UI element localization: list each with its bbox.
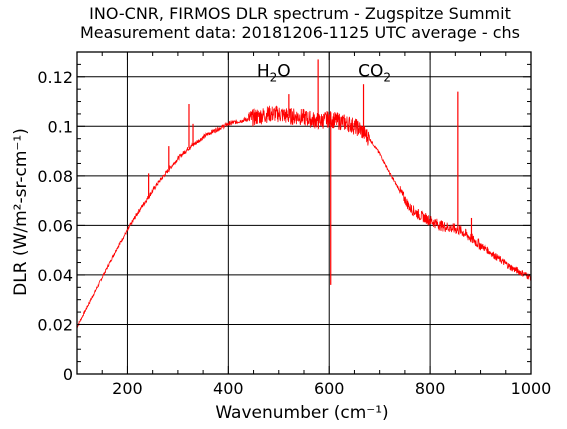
grid (77, 52, 531, 374)
x-tick-label: 800 (415, 379, 446, 398)
plot-border (76, 51, 532, 375)
y-tick-label: 0.04 (37, 266, 73, 285)
x-tick-label: 400 (213, 379, 244, 398)
y-tick-label: 0.1 (48, 117, 73, 136)
x-tick-label: 1000 (511, 379, 552, 398)
y-axis-label: DLR (W/m²-sr-cm⁻¹) (11, 128, 31, 296)
molecule-label: H2O (257, 62, 291, 85)
ticks: 200 400 600 800 1000 0 0.02 0.04 0.06 0.08 0.1 0.12 (37, 51, 552, 398)
y-tick-label: 0.02 (37, 315, 73, 334)
series-line-0 (76, 105, 532, 329)
y-tick-label: 0.08 (37, 167, 73, 186)
x-tick-label: 200 (112, 379, 143, 398)
molecule-label: CO2 (358, 62, 391, 85)
data-layer (76, 59, 532, 329)
plot-frame (76, 51, 532, 375)
y-tick-label: 0.06 (37, 216, 73, 235)
y-tick-label: 0 (63, 365, 73, 384)
chart-title: INO-CNR, FIRMOS DLR spectrum - Zugspitze… (89, 4, 511, 23)
annotations: H2O CO2 (257, 62, 391, 85)
x-axis-label: Wavenumber (cm⁻¹) (215, 403, 388, 423)
y-tick-label: 0.12 (37, 68, 73, 87)
x-tick-label: 600 (314, 379, 345, 398)
chart-subtitle: Measurement data: 20181206-1125 UTC aver… (80, 23, 520, 42)
